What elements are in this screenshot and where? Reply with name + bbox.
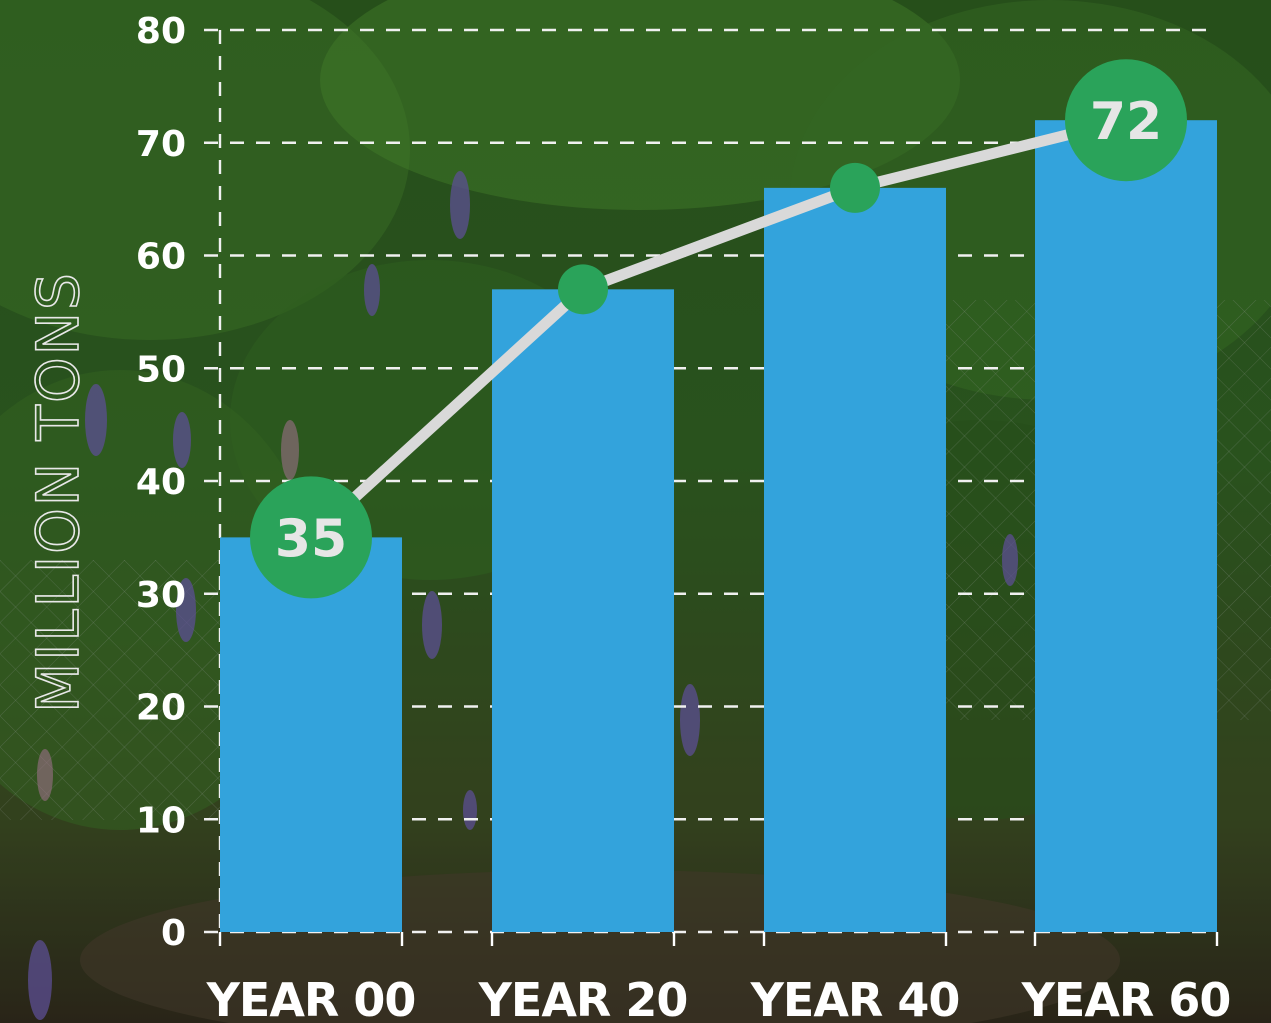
y-tick-label-10: 10 [136, 800, 186, 841]
y-tick-label-20: 20 [136, 688, 186, 729]
bar-4 [1035, 120, 1217, 932]
y-axis-title: MILLION TONS [24, 271, 92, 713]
marker-2 [558, 264, 608, 314]
x-category-label-2: YEAR 20 [478, 973, 688, 1023]
y-tick-label-50: 50 [136, 349, 186, 390]
y-tick-label-70: 70 [136, 124, 186, 165]
x-category-label-3: YEAR 40 [750, 973, 960, 1023]
bar-2 [492, 289, 674, 932]
x-category-label-4: YEAR 60 [1021, 973, 1231, 1023]
data-label-4: 72 [1090, 92, 1162, 152]
x-category-label-1: YEAR 00 [206, 973, 416, 1023]
data-label-1: 35 [275, 509, 347, 569]
y-tick-label-30: 30 [136, 575, 186, 616]
y-tick-label-0: 0 [161, 913, 186, 954]
marker-3 [830, 163, 880, 213]
y-tick-label-40: 40 [136, 462, 186, 503]
bar-3 [764, 188, 946, 932]
y-tick-label-80: 80 [136, 11, 186, 52]
y-tick-label-60: 60 [136, 237, 186, 278]
